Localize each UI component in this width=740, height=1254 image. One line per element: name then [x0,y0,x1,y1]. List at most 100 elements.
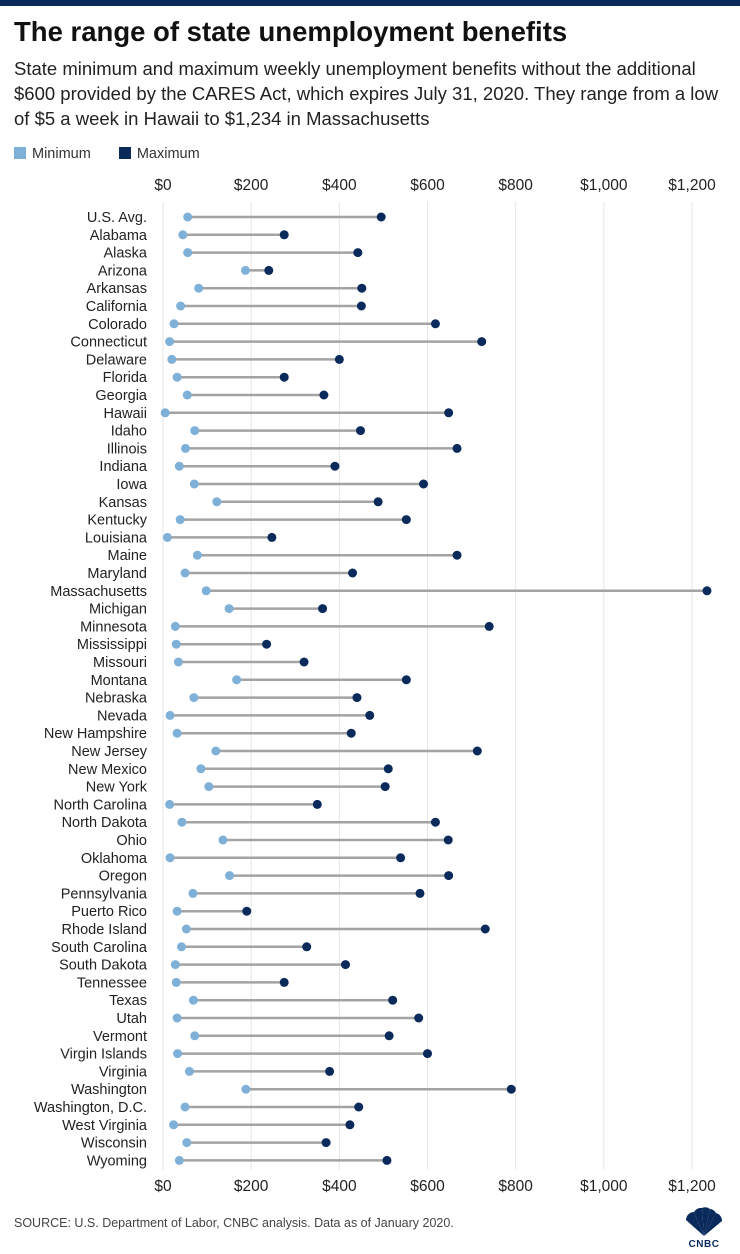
max-point-21 [702,586,712,596]
legend-swatch-maximum [118,147,131,159]
row-label-31: New Mexico [68,762,147,778]
row-label-32: New York [86,780,148,796]
max-point-4 [357,283,367,293]
max-point-46 [384,1031,394,1041]
x-tick-label-bottom-2: $400 [322,1178,357,1195]
min-point-16 [212,497,222,507]
row-label-43: Tennessee [77,975,147,991]
min-point-19 [192,550,202,560]
max-point-16 [373,497,383,507]
min-point-23 [170,621,180,631]
max-point-31 [383,764,393,774]
min-point-8 [167,354,177,364]
min-point-49 [241,1084,251,1094]
min-point-7 [165,337,175,347]
min-point-13 [180,443,190,453]
row-label-25: Missouri [93,655,147,671]
max-point-7 [477,337,487,347]
dumbbell-chart: $0 $0 $200 $200 $400 $400 $600 $600 $800 $800 $1,0… [34,177,716,1195]
x-tick-label-bottom-4: $800 [498,1178,533,1195]
row-label-29: New Hampshire [44,726,147,742]
min-point-5 [176,301,186,311]
row-label-38: Pennsylvania [61,886,148,902]
min-point-51 [169,1120,179,1130]
max-point-42 [341,960,351,970]
min-point-17 [175,515,185,525]
min-point-24 [171,639,181,649]
row-label-15: Iowa [116,477,148,493]
source-note: SOURCE: U.S. Department of Labor, CNBC a… [14,1216,454,1230]
max-point-20 [348,568,358,578]
max-point-27 [352,693,362,703]
min-point-15 [189,479,199,489]
max-point-48 [325,1066,335,1076]
legend-label-maximum: Maximum [136,146,200,162]
logo-text: CNBC [688,1239,720,1250]
row-label-39: Puerto Rico [71,904,147,920]
min-point-38 [188,888,198,898]
max-point-43 [279,977,289,987]
x-tick-label-bottom-1: $200 [234,1178,269,1195]
max-point-39 [242,906,252,916]
x-tick-label-top-0: $0 [154,177,172,194]
row-label-4: Arkansas [87,281,147,297]
max-point-23 [484,621,494,631]
x-tick-label-top-4: $800 [498,177,533,194]
min-point-50 [180,1102,190,1112]
row-label-0: U.S. Avg. [87,210,147,226]
legend-label-minimum: Minimum [32,146,91,162]
max-point-53 [382,1155,392,1165]
min-point-40 [181,924,191,934]
row-label-51: West Virginia [62,1118,148,1134]
max-point-34 [430,817,440,827]
row-label-41: South Carolina [51,940,148,956]
row-label-44: Texas [109,993,147,1009]
min-point-45 [172,1013,182,1023]
max-point-12 [355,426,365,436]
row-label-26: Montana [91,673,148,689]
row-label-37: Oregon [99,869,147,885]
min-point-25 [173,657,183,667]
max-point-33 [312,799,322,809]
max-point-37 [444,871,454,881]
row-label-20: Maryland [87,566,147,582]
row-label-6: Colorado [88,317,147,333]
legend-item-maximum: Maximum [118,146,200,162]
row-label-50: Washington, D.C. [34,1100,147,1116]
max-point-51 [345,1120,355,1130]
row-label-52: Wisconsin [81,1136,147,1152]
row-label-16: Kansas [99,495,147,511]
max-point-22 [318,604,328,614]
row-label-17: Kentucky [87,513,147,529]
max-point-36 [396,853,406,863]
min-point-9 [172,372,182,382]
max-point-44 [388,995,398,1005]
min-point-26 [232,675,242,685]
max-point-14 [330,461,340,471]
min-point-12 [190,426,200,436]
row-label-11: Hawaii [103,406,147,422]
min-point-41 [177,942,187,952]
row-label-35: Ohio [116,833,147,849]
max-point-45 [414,1013,424,1023]
max-point-25 [299,657,309,667]
x-tick-label-bottom-6: $1,200 [668,1178,716,1195]
min-point-30 [211,746,221,756]
max-point-17 [401,515,411,525]
max-point-18 [267,532,277,542]
x-tick-label-top-5: $1,000 [580,177,628,194]
min-point-4 [194,283,204,293]
row-label-46: Vermont [93,1029,147,1045]
row-label-14: Indiana [99,459,148,475]
x-tick-label-bottom-3: $600 [410,1178,445,1195]
min-point-29 [172,728,182,738]
row-label-45: Utah [116,1011,147,1027]
min-point-20 [180,568,190,578]
min-point-37 [225,871,235,881]
min-point-11 [160,408,170,418]
max-point-28 [365,710,375,720]
chart-subtitle: State minimum and maximum weekly unemplo… [14,58,719,129]
max-point-49 [506,1084,516,1094]
min-point-14 [174,461,184,471]
row-label-27: Nebraska [85,691,148,707]
